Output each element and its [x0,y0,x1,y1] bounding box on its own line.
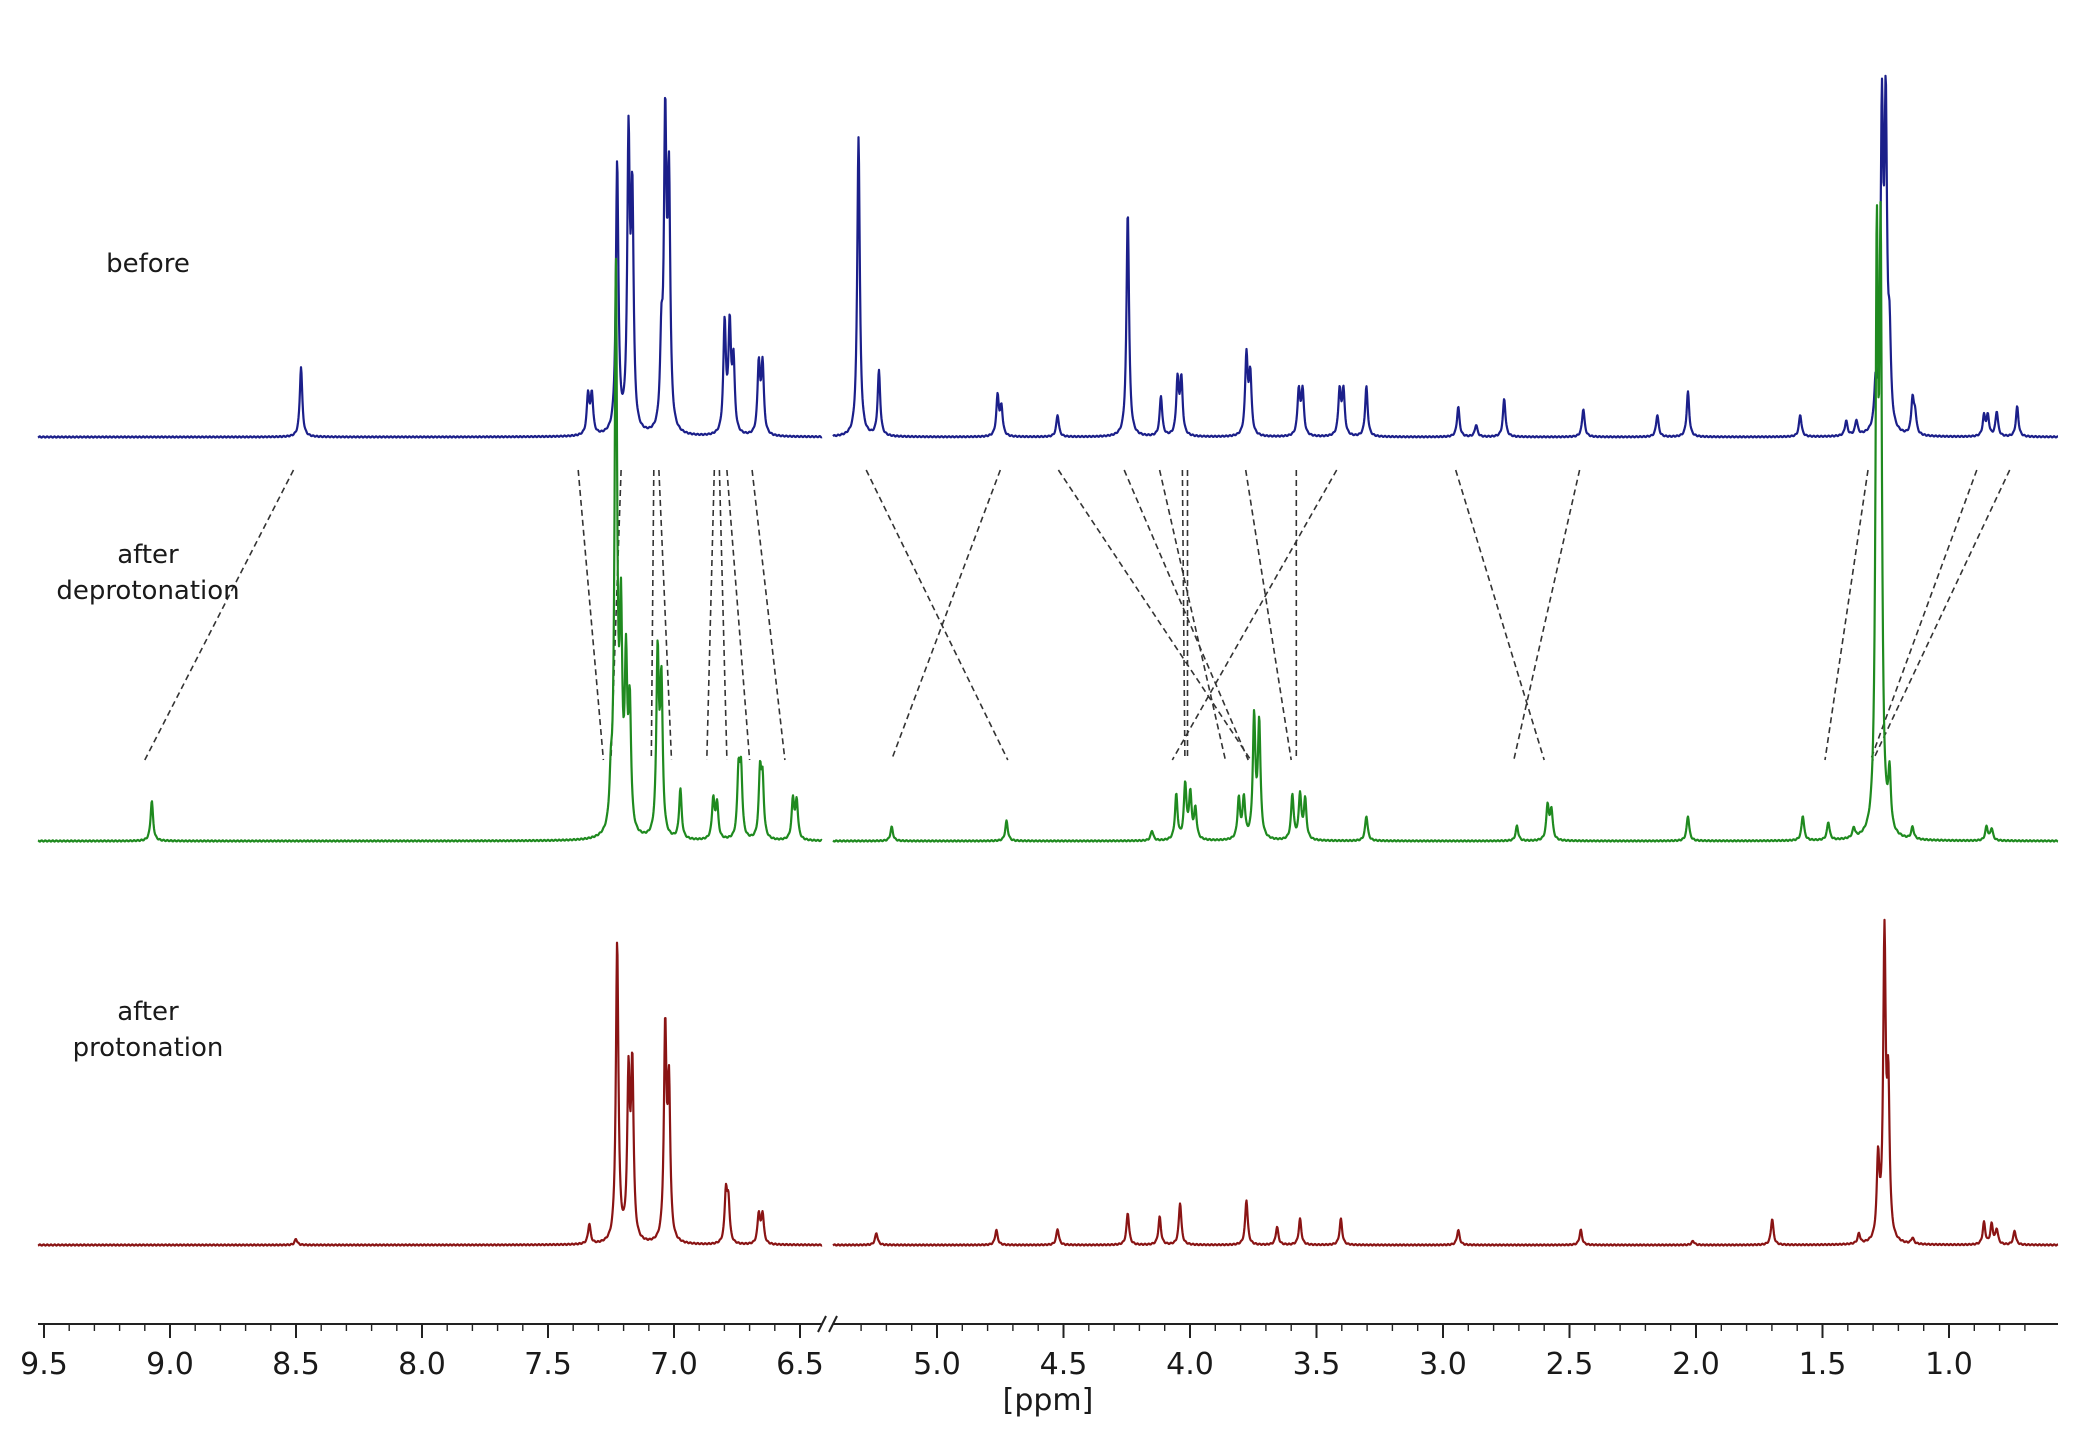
x-tick-label: 1.5 [1799,1347,1847,1382]
x-tick-label: 9.5 [20,1347,68,1382]
spectrum-traces [37,74,2059,1247]
x-tick-label: 8.5 [272,1347,320,1382]
x-axis: 9.5 9.0 8.5 8.0 7.5 7.0 6.5 5.0 4.5 4.0 3.5 3.0 2.5 2… [20,1315,2058,1418]
correlation-line-5 [658,469,673,761]
x-ticks: 9.5 9.0 8.5 8.0 7.5 7.0 6.5 5.0 4.5 4.0 3.5 3.0 2.5 2… [20,1324,2026,1382]
correlation-line-15 [1181,469,1186,761]
trace-label-1: before [106,249,190,279]
correlation-line-6 [706,469,716,761]
correlation-line-8 [726,469,751,761]
correlation-line-11 [890,469,1002,761]
spectrum-trace-3-segment-2 [832,918,2059,1247]
x-tick-label: 4.5 [1040,1347,1088,1382]
trace-labels: before after deprotonation after protonation [56,249,239,1063]
x-axis-label: [ppm] [1003,1383,1094,1418]
x-tick-label: 8.0 [398,1347,446,1382]
x-tick-label: 3.0 [1419,1347,1467,1382]
spectrum-trace-3-segment-1 [37,941,823,1247]
x-tick-label: 5.0 [913,1347,961,1382]
axis-break-mark [828,1315,838,1333]
correlation-line-12 [1057,469,1252,761]
correlation-line-20 [1454,469,1545,761]
trace-label-line: after [117,997,179,1027]
x-tick-label: 6.5 [776,1347,824,1382]
correlation-line-9 [751,469,786,761]
correlation-line-23 [1869,469,1978,761]
correlation-line-17 [1244,469,1292,761]
x-tick-label: 4.0 [1166,1347,1214,1382]
correlation-line-13 [1123,469,1249,761]
spectrum-trace-2-segment-1 [37,257,823,843]
axis-break-mark [817,1315,827,1333]
x-tick-label: 3.5 [1293,1347,1341,1382]
correlation-line-22 [1824,469,1869,761]
correlation-line-7 [718,469,728,761]
x-tick-label: 2.0 [1672,1347,1720,1382]
spectrum-trace-2-segment-2 [832,200,2059,843]
trace-label-line: deprotonation [56,576,239,606]
x-tick-label: 2.5 [1546,1347,1594,1382]
correlation-line-10 [865,469,1009,761]
correlation-line-2 [577,469,605,761]
x-tick-label: 1.0 [1925,1347,1973,1382]
spectrum-trace-1-segment-1 [37,96,823,439]
correlation-lines [144,469,2011,761]
trace-label-3: after protonation [73,997,224,1063]
correlation-line-4 [650,469,655,761]
trace-label-line: before [106,249,190,279]
trace-label-line: protonation [73,1033,224,1063]
correlation-line-24 [1872,469,2011,761]
x-tick-label: 9.0 [146,1347,194,1382]
trace-label-2: after deprotonation [56,540,239,606]
correlation-line-19 [1171,469,1338,761]
x-tick-label: 7.5 [524,1347,572,1382]
correlation-line-1 [144,469,295,761]
x-tick-label: 7.0 [650,1347,698,1382]
trace-label-line: after [117,540,179,570]
spectrum-trace-1-segment-2 [832,74,2059,439]
